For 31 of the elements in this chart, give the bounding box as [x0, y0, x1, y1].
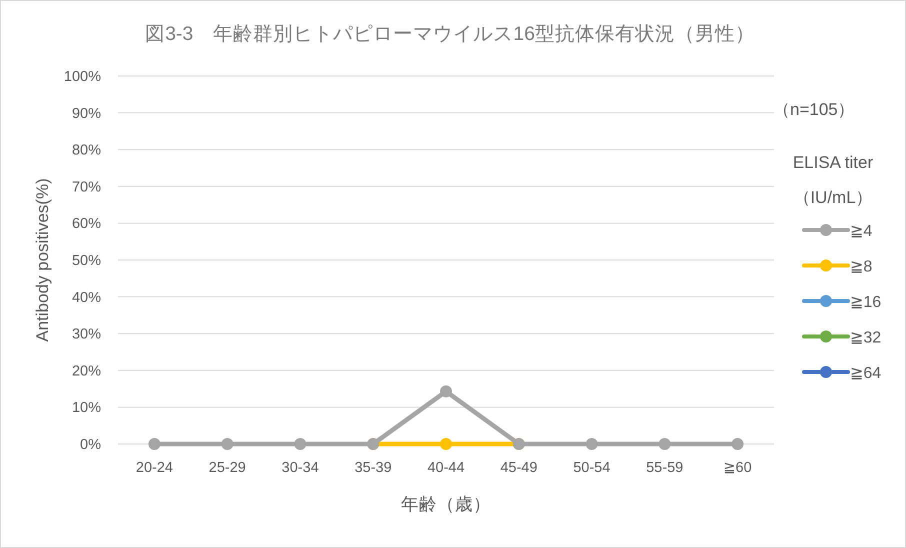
legend-label: ≧4 — [850, 223, 872, 240]
ytick: 10% — [72, 400, 101, 416]
xtick: 25-29 — [208, 460, 246, 476]
xtick: ≧60 — [723, 460, 752, 476]
legend-label: ≧64 — [850, 365, 882, 382]
legend-label: ≧16 — [850, 294, 882, 311]
xtick: 20-24 — [136, 460, 173, 476]
legend-title: ELISA titer — [792, 153, 874, 172]
xtick: 40-44 — [427, 460, 465, 476]
ytick: 30% — [72, 326, 101, 343]
xlabel: 年齢（歳） — [401, 494, 491, 514]
ytick: 80% — [72, 142, 101, 159]
ytick: 20% — [72, 363, 101, 380]
xtick: 30-34 — [282, 460, 319, 476]
ytick: 40% — [72, 290, 101, 306]
xtick: 55-59 — [646, 460, 684, 476]
xtick: 45-49 — [500, 460, 538, 476]
legend-label: ≧32 — [850, 330, 882, 346]
ytick: 70% — [72, 179, 101, 196]
ytick: 60% — [72, 216, 101, 232]
ytick: 90% — [72, 106, 101, 122]
ytick: 0% — [80, 437, 101, 453]
xtick: 50-54 — [573, 460, 610, 476]
ytick: 100% — [64, 69, 101, 85]
legend-label: ≧8 — [850, 258, 872, 276]
xtick: 35-39 — [354, 460, 392, 476]
title: 図3-3 年齢群別ヒトパピローマウイルス16型抗体保有状況（男性） — [145, 23, 755, 45]
ylabel: Antibody positives(%) — [33, 178, 52, 342]
annotation: （n=105） — [773, 100, 855, 119]
ytick: 50% — [72, 253, 101, 269]
legend-title: （IU/mL） — [793, 188, 873, 207]
